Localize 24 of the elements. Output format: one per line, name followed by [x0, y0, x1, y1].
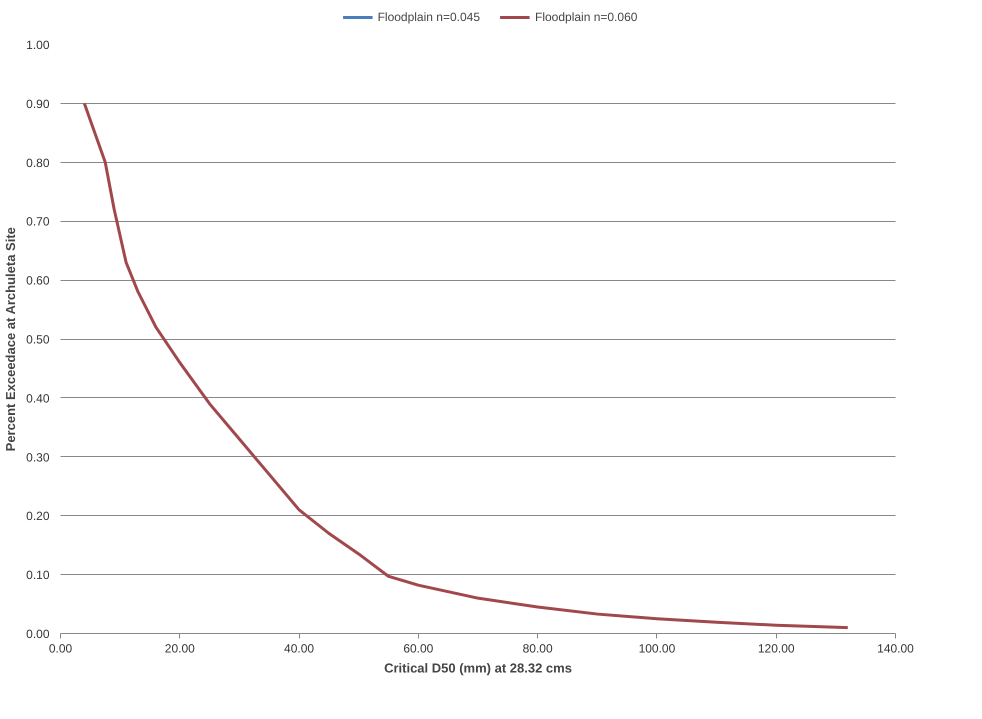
x-tick-label: 80.00 — [522, 642, 553, 656]
y-tick-label: 0.80 — [26, 156, 50, 170]
y-tick-label: 0.60 — [26, 274, 50, 288]
y-tick-label: 0.20 — [26, 509, 50, 524]
x-tick-label: 20.00 — [164, 642, 196, 656]
y-tick-label: 0.90 — [26, 96, 50, 111]
x-tick-label: 120.00 — [758, 642, 795, 656]
y-tick-label: 0.00 — [26, 627, 50, 641]
legend-label: Floodplain n=0.045 — [378, 10, 480, 24]
y-tick-label: 1.00 — [26, 38, 50, 52]
x-tick-label: 100.00 — [638, 642, 676, 656]
line-series — [82, 102, 850, 630]
x-tick-label: 60.00 — [403, 642, 434, 656]
y-tick-label: 0.10 — [26, 568, 50, 582]
y-tick-label: 0.30 — [26, 450, 50, 464]
x-tick-label: 140.00 — [877, 642, 914, 656]
y-tick-label: 0.70 — [26, 214, 50, 229]
y-tick-label: 0.40 — [26, 391, 50, 406]
x-axis-title: Critical D50 (mm) at 28.32 cms — [384, 660, 572, 676]
x-tick-label: 0.00 — [48, 642, 73, 656]
y-axis-title: Percent Exceedace at Archuleta Site — [3, 227, 18, 452]
y-tick-label: 0.50 — [26, 332, 50, 346]
legend-label: Floodplain n=0.060 — [535, 10, 638, 24]
x-tick-label: 40.00 — [284, 642, 314, 656]
